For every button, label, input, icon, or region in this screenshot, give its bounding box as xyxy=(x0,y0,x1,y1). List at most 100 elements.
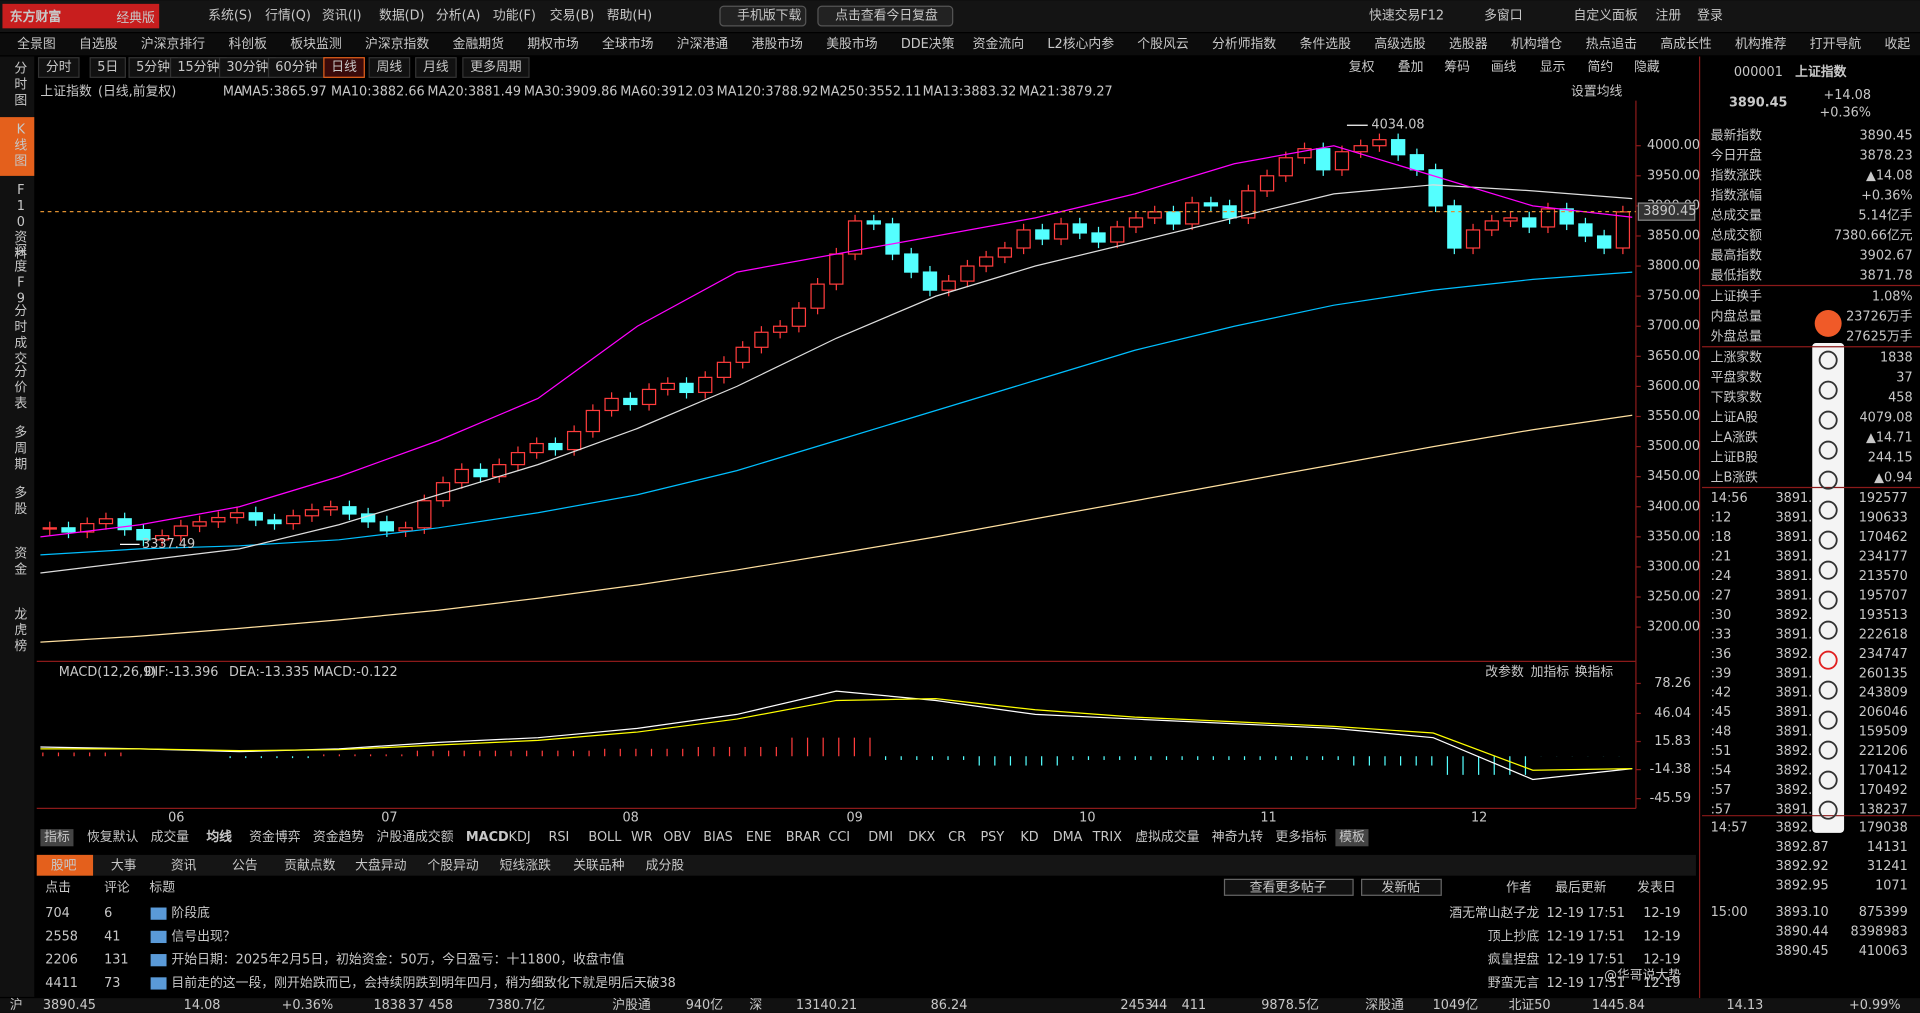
info-tab[interactable]: 贡献点数 xyxy=(284,858,336,873)
post-title[interactable]: 开始日期：2025年2月5日，初始资金：50万，今日盈亏：十11800，收盘市值 xyxy=(171,952,624,968)
toolbar-icon[interactable] xyxy=(1818,740,1838,760)
indicator-tab[interactable]: MACD xyxy=(466,830,509,845)
btn[interactable] xyxy=(1361,878,1442,896)
chart-tool[interactable]: 筹码 xyxy=(1444,59,1470,75)
toolbar-icon[interactable] xyxy=(1818,590,1838,610)
post-title[interactable]: 阶段底 xyxy=(171,905,210,921)
toolbar-icon[interactable] xyxy=(1818,710,1838,730)
period-label[interactable]: 5分钟 xyxy=(136,59,170,75)
indicator-tab[interactable]: DMI xyxy=(868,830,893,845)
indicator-tab[interactable]: 恢复默认 xyxy=(87,829,139,845)
menu-item[interactable]: 交易(B) xyxy=(550,8,595,24)
legend-settings[interactable]: 设置均线 xyxy=(1571,85,1623,100)
float-button[interactable] xyxy=(1814,309,1842,337)
macd-tool[interactable]: 改参数 xyxy=(1485,664,1524,680)
menu-item[interactable]: 分析(A) xyxy=(436,9,481,24)
period-label[interactable]: 30分钟 xyxy=(226,59,268,75)
nav-item[interactable]: 高成长性 xyxy=(1660,36,1712,52)
side-tab[interactable]: 分价表 xyxy=(14,364,27,411)
indicator-tab[interactable]: WR xyxy=(631,830,653,845)
chart-tool[interactable]: 显示 xyxy=(1540,60,1566,75)
period-label[interactable]: 月线 xyxy=(423,60,449,75)
button-label[interactable]: 点击查看今日复盘 xyxy=(835,8,938,24)
top-right-item[interactable]: 多窗口 xyxy=(1484,8,1523,24)
toolbar-icon[interactable] xyxy=(1818,410,1838,430)
period-label[interactable]: 5日 xyxy=(97,60,118,75)
top-right-item[interactable]: 快速交易F12 xyxy=(1369,8,1444,24)
period-tab[interactable] xyxy=(323,57,365,78)
indicator-tab[interactable]: DMA xyxy=(1053,830,1083,845)
indicator-tab[interactable]: 资金趋势 xyxy=(313,829,365,845)
nav-item[interactable]: 打开导航 xyxy=(1810,36,1862,52)
nav-item[interactable]: 资金流向 xyxy=(973,36,1024,52)
indicator-tab[interactable]: PSY xyxy=(980,830,1004,845)
menu-item[interactable]: 行情(Q) xyxy=(265,9,311,24)
indicator-tab[interactable]: RSI xyxy=(548,830,569,845)
button-label[interactable]: 手机版下载 xyxy=(737,9,801,24)
side-tab[interactable]: 资金 xyxy=(14,546,27,577)
nav-item[interactable]: DDE决策 xyxy=(901,36,955,52)
button[interactable] xyxy=(719,5,807,27)
indicator-tab[interactable]: 虚拟成交量 xyxy=(1135,829,1199,845)
toolbar-icon[interactable] xyxy=(1818,500,1838,520)
indicator-tab[interactable]: 更多指标 xyxy=(1275,830,1327,845)
info-tab[interactable]: 关联品种 xyxy=(573,858,625,873)
toolbar-icon[interactable] xyxy=(1818,680,1838,700)
indicator-tab[interactable]: DKX xyxy=(908,830,935,845)
side-tab[interactable]: 分时图 xyxy=(14,61,27,108)
nav-item[interactable]: 全球市场 xyxy=(602,36,654,52)
toolbar-icon[interactable] xyxy=(1818,440,1838,460)
indicator-tab[interactable]: ENE xyxy=(746,830,772,845)
nav-item[interactable]: 机构增仓 xyxy=(1511,37,1563,52)
side-tab[interactable]: 多周期 xyxy=(14,425,27,472)
toolbar-icon[interactable] xyxy=(1818,530,1838,550)
indicator-tab[interactable]: CCI xyxy=(828,830,850,845)
indicator-tab[interactable]: CR xyxy=(948,830,966,845)
info-tab[interactable]: 公告 xyxy=(232,858,258,873)
side-tab[interactable]: K 线图 xyxy=(14,122,27,169)
nav-item[interactable]: 热点追击 xyxy=(1586,36,1638,52)
info-tab[interactable]: 资讯 xyxy=(171,858,197,873)
indicator-tab[interactable]: BRAR xyxy=(786,830,821,845)
side-tab[interactable]: 多股 xyxy=(14,486,27,517)
side-tab[interactable]: 深度 F 9 xyxy=(14,243,27,306)
toolbar-icon[interactable] xyxy=(1818,800,1838,820)
nav-item[interactable]: 金融期货 xyxy=(453,36,505,52)
period-label[interactable]: 周线 xyxy=(377,60,403,75)
toolbar-icon[interactable] xyxy=(1818,770,1838,790)
info-tab[interactable]: 个股异动 xyxy=(427,858,479,873)
period-tab[interactable] xyxy=(368,57,411,78)
new-post[interactable]: 发新帖 xyxy=(1382,879,1421,895)
nav-item[interactable]: 科创板 xyxy=(228,37,267,52)
btn[interactable] xyxy=(1223,878,1354,896)
nav-item[interactable]: 收起 xyxy=(1884,37,1910,52)
indicator-tab[interactable]: BOLL xyxy=(588,830,622,845)
side-tab[interactable]: 分时成交 xyxy=(14,304,27,367)
indicator-tab[interactable]: TRIX xyxy=(1092,830,1123,845)
nav-item[interactable]: 全景图 xyxy=(17,36,56,52)
toolbar-icon[interactable] xyxy=(1818,350,1838,370)
info-tab[interactable]: 短线涨跌 xyxy=(500,857,552,873)
chart-tool[interactable]: 画线 xyxy=(1491,60,1517,75)
period-label[interactable]: 更多周期 xyxy=(470,60,521,75)
period-tab[interactable] xyxy=(89,57,126,78)
nav-item[interactable]: 沪深京排行 xyxy=(141,37,205,52)
toolbar-icon[interactable] xyxy=(1818,650,1838,670)
period-label[interactable]: 分时 xyxy=(46,60,72,75)
toolbar-icon[interactable] xyxy=(1818,470,1838,490)
indicator-tab[interactable]: KD xyxy=(1020,830,1038,845)
period-tab[interactable] xyxy=(462,57,530,78)
indicator-tab[interactable]: 资金博弈 xyxy=(249,829,301,845)
nav-item[interactable]: 个股风云 xyxy=(1137,37,1189,52)
macd-tool[interactable]: 加指标 xyxy=(1531,665,1570,680)
nav-item[interactable]: 分析师指数 xyxy=(1212,37,1276,52)
menu-item[interactable]: 资讯(I) xyxy=(322,9,362,24)
post-title[interactable]: 信号出现？ xyxy=(171,929,235,944)
info-tab[interactable]: 股吧 xyxy=(51,858,77,873)
more-posts[interactable]: 查看更多帖子 xyxy=(1250,879,1327,895)
toolbar-icon[interactable] xyxy=(1818,620,1838,640)
nav-item[interactable]: 沪深港通 xyxy=(677,37,729,52)
top-right-item[interactable]: 注册 xyxy=(1656,9,1682,24)
nav-item[interactable]: 选股器 xyxy=(1449,37,1488,52)
side-tab[interactable]: F 1 0 资料 xyxy=(14,182,27,261)
